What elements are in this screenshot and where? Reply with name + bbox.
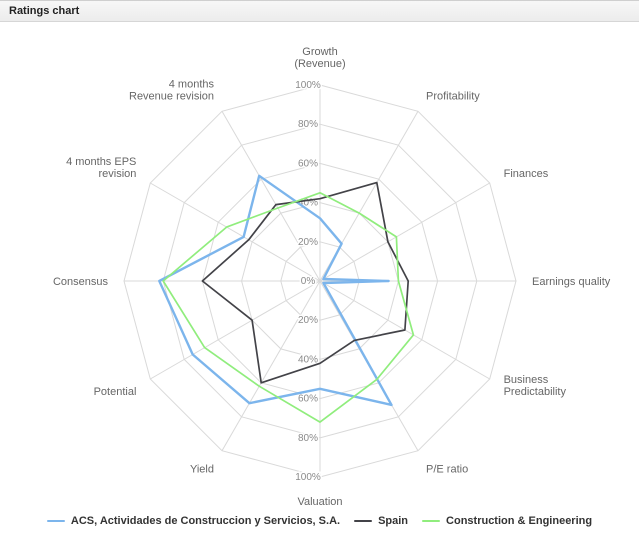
axis-spoke-10 xyxy=(150,182,321,282)
radar-chart-svg: 0%20%20%40%40%60%60%80%80%100%100%Growth… xyxy=(53,46,611,508)
series-line-2 xyxy=(162,191,415,423)
panel-title: Ratings chart xyxy=(9,5,80,17)
tick-label: 100% xyxy=(295,472,321,483)
axis-label-11: 4 months Revenue revision xyxy=(129,78,214,102)
axis-label-6: Valuation xyxy=(297,496,342,508)
tick-label: 60% xyxy=(298,394,318,405)
axis-label-3: Earnings quality xyxy=(532,276,611,288)
chart-legend: ACS, Actividades de Construccion y Servi… xyxy=(0,508,639,534)
radar-chart: 0% 20% 20% 40% 40% 60% 60% 80% 80% 100% 100% Growth… xyxy=(0,22,639,508)
legend-item-construction-engineering[interactable]: Construction & Engineering xyxy=(422,515,592,527)
axis-label-7: Yield xyxy=(190,464,214,476)
legend-label-spain: Spain xyxy=(378,515,409,527)
axis-label-4: Business Predictability xyxy=(504,374,567,398)
tick-label: 100% xyxy=(295,80,321,91)
legend-marker-spain xyxy=(354,520,373,522)
tick-label: 20% xyxy=(298,315,318,326)
axis-spoke-7 xyxy=(221,280,321,451)
tick-label: 80% xyxy=(298,119,318,130)
axis-label-10: 4 months EPS revision xyxy=(66,156,136,180)
axis-label-0: Growth (Revenue) xyxy=(294,46,345,70)
axis-spoke-2 xyxy=(319,182,490,282)
legend-label-construction-engineering: Construction & Engineering xyxy=(446,515,593,527)
panel-header: Ratings chart xyxy=(0,0,639,22)
axis-label-5: P/E ratio xyxy=(426,464,468,476)
axis-label-1: Profitability xyxy=(426,90,480,102)
tick-label: 60% xyxy=(298,158,318,169)
axis-label-8: Potential xyxy=(94,386,137,398)
tick-label: 80% xyxy=(298,433,318,444)
series-line-1 xyxy=(201,181,410,384)
legend-marker-acs xyxy=(46,520,65,522)
axis-label-2: Finances xyxy=(504,168,549,180)
tick-label: 0% xyxy=(301,276,316,287)
series-line-0 xyxy=(158,174,393,407)
legend-item-spain[interactable]: Spain xyxy=(354,515,408,527)
legend-label-acs: ACS, Actividades de Construccion y Servi… xyxy=(70,515,341,527)
tick-label: 40% xyxy=(298,354,318,365)
axis-spoke-11 xyxy=(221,111,321,282)
axis-label-9: Consensus xyxy=(53,276,109,288)
tick-label: 20% xyxy=(298,237,318,248)
axis-spoke-8 xyxy=(150,280,321,380)
legend-item-acs[interactable]: ACS, Actividades de Construccion y Servi… xyxy=(46,515,341,527)
legend-marker-construction-engineering xyxy=(422,520,441,522)
